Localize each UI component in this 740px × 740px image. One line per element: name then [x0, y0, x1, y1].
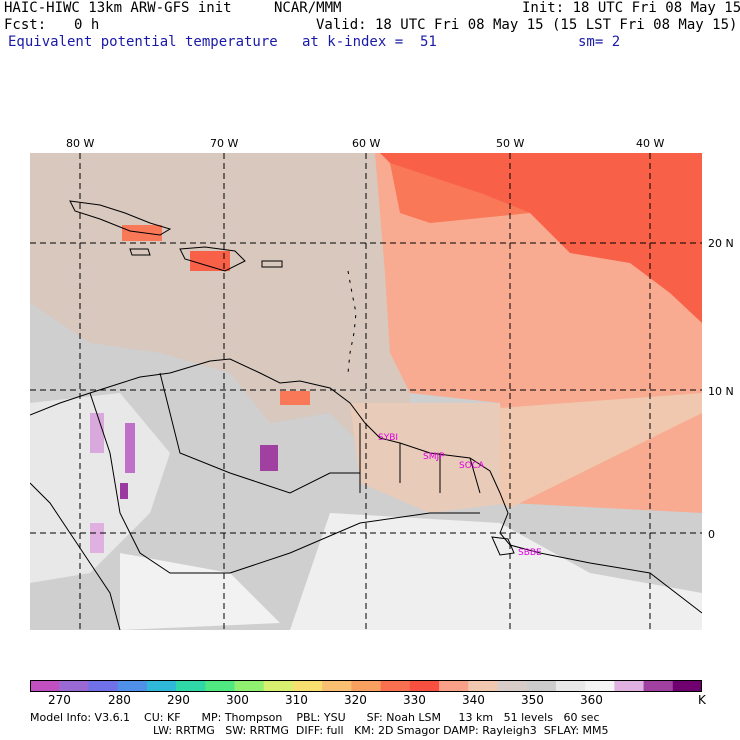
purple-cell-2 — [125, 423, 135, 473]
scale-tick-280: 280 — [108, 693, 131, 707]
scale-swatch — [409, 680, 440, 692]
coast-puerto-rico — [261, 260, 283, 268]
lon-label-40w: 40 W — [636, 137, 665, 150]
scale-swatch — [672, 680, 702, 692]
scale-tick-350: 350 — [521, 693, 544, 707]
station-sbbe: SBBE — [518, 548, 542, 558]
footer-physics-info: LW: RRTMG SW: RRTMG DIFF: full KM: 2D Sm… — [153, 724, 609, 737]
coast-hispaniola — [179, 246, 246, 272]
orange-field — [390, 163, 530, 223]
level-info: at k-index = 51 — [302, 34, 437, 50]
tan-field-south — [350, 403, 510, 513]
scale-swatch — [643, 680, 674, 692]
coast-pacific — [30, 482, 121, 630]
scale-border — [30, 680, 702, 692]
forecast-hour: 0 h — [74, 17, 100, 33]
scale-tick-360: 360 — [580, 693, 603, 707]
land-light-2 — [290, 513, 702, 630]
scale-tick-320: 320 — [344, 693, 367, 707]
lon-label-60w: 60 W — [352, 137, 381, 150]
field-name: Equivalent potential temperature — [8, 34, 278, 50]
scale-tick-290: 290 — [167, 693, 190, 707]
red-pocket-venezuela — [280, 391, 310, 405]
scale-swatch — [380, 680, 411, 692]
coast-amazon-delta — [491, 536, 515, 556]
scale-swatch — [292, 680, 323, 692]
border-guianas — [359, 423, 481, 494]
red-field — [380, 153, 702, 323]
scale-swatch — [555, 680, 586, 692]
scale-tick-310: 310 — [285, 693, 308, 707]
footer-model-info: Model Info: V3.6.1 CU: KF MP: Thompson P… — [30, 711, 600, 724]
border-brazil — [229, 512, 480, 574]
smoothing-info: sm= 2 — [578, 34, 621, 50]
border-colombia — [89, 392, 230, 574]
scale-swatch — [234, 680, 265, 692]
border-venezuela — [159, 372, 360, 494]
scale-tick-300: 300 — [226, 693, 249, 707]
theta-e-map: SYBI SMJP SOCA SBBE — [30, 153, 702, 630]
purple-cell-4 — [260, 445, 278, 471]
scale-swatch — [439, 680, 469, 692]
scale-swatch — [146, 680, 177, 692]
coast-jamaica — [129, 248, 151, 256]
scale-swatch — [468, 680, 498, 692]
model-title: HAIC-HIWC 13km ARW-GFS init — [4, 0, 232, 16]
scale-units: K — [698, 693, 706, 707]
scale-tick-340: 340 — [462, 693, 485, 707]
scale-tick-330: 330 — [403, 693, 426, 707]
scale-swatch — [117, 680, 148, 692]
color-scale — [30, 680, 702, 692]
station-smjp: SMJP — [423, 452, 445, 462]
scale-swatch — [263, 680, 294, 692]
scale-swatch — [59, 680, 89, 692]
valid-time: Valid: 18 UTC Fri 08 May 15 (15 LST Fri … — [316, 17, 738, 33]
lat-label-eq: 0 — [708, 528, 715, 541]
purple-cell-1 — [90, 413, 104, 453]
coast-antilles — [347, 270, 357, 374]
scale-swatch — [176, 680, 206, 692]
forecast-label: Fcst: — [4, 17, 47, 33]
scale-swatch — [526, 680, 557, 692]
land-light-3 — [120, 553, 280, 630]
purple-cell-5 — [90, 523, 104, 553]
red-pocket-hispaniola — [190, 251, 230, 271]
scale-swatch — [88, 680, 119, 692]
scale-swatch — [497, 680, 528, 692]
lat-label-20n: 20 N — [708, 237, 734, 250]
scale-tick-270: 270 — [48, 693, 71, 707]
station-soca: SOCA — [459, 461, 485, 471]
scale-swatch — [205, 680, 236, 692]
scale-swatch — [30, 680, 60, 692]
purple-cell-3 — [120, 483, 128, 499]
station-sybi: SYBI — [378, 433, 398, 443]
scale-swatch — [614, 680, 645, 692]
coast-cuba — [69, 200, 172, 236]
scale-swatch — [322, 680, 352, 692]
scale-swatch — [351, 680, 382, 692]
scale-swatch — [585, 680, 615, 692]
organization: NCAR/MMM — [274, 0, 342, 16]
lon-label-80w: 80 W — [66, 137, 95, 150]
lon-label-70w: 70 W — [210, 137, 239, 150]
lat-label-10n: 10 N — [708, 385, 734, 398]
init-time: Init: 18 UTC Fri 08 May 15 — [522, 0, 740, 16]
lon-label-50w: 50 W — [496, 137, 525, 150]
pale-band — [500, 393, 702, 508]
